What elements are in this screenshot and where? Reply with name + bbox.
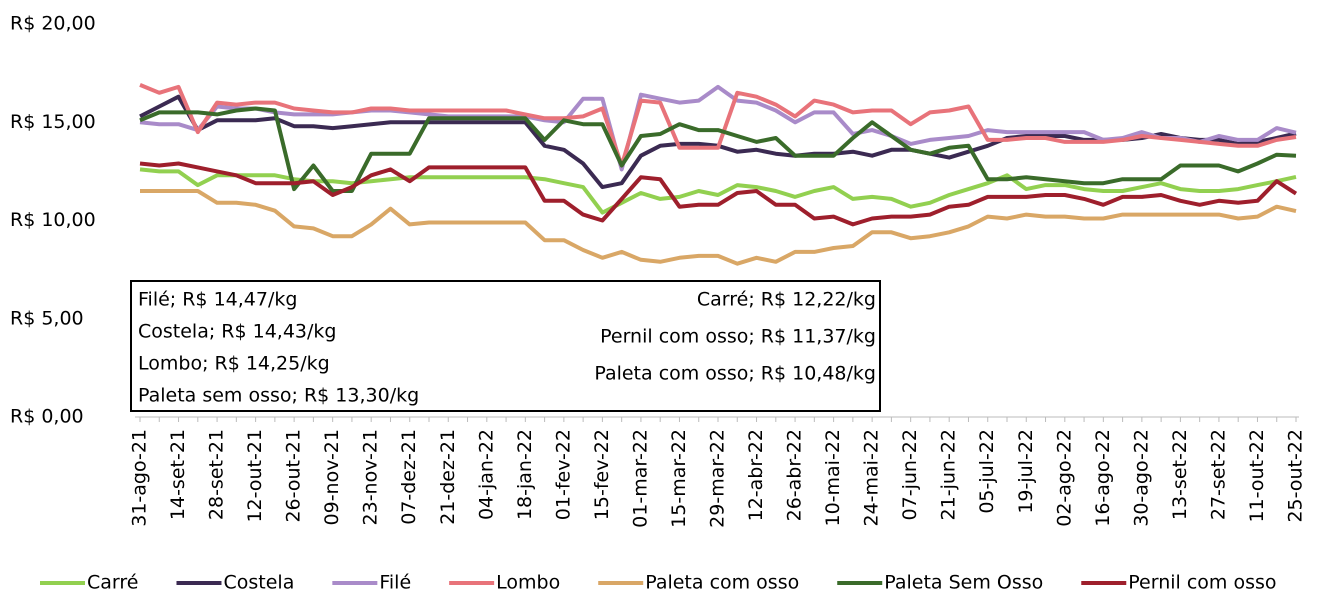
x-tick-label: 13-set-22 (1169, 429, 1191, 520)
x-tick-label: 26-out-21 (283, 429, 305, 523)
legend-label: Lombo (496, 572, 560, 594)
legend-label: Filé (379, 572, 411, 594)
series-line (139, 167, 1297, 215)
x-tick-label: 01-mar-22 (629, 429, 651, 528)
x-tick-label: 24-mai-22 (861, 429, 883, 527)
y-tick-label: R$ 10,00 (10, 209, 96, 231)
x-tick-label: 28-set-21 (206, 429, 228, 520)
x-tick-label: 01-fev-22 (552, 429, 574, 520)
x-tick-label: 16-ago-22 (1092, 429, 1114, 527)
x-tick-label: 19-jul-22 (1015, 429, 1037, 514)
legend-label: Paleta Sem Osso (884, 572, 1043, 594)
x-tick-label: 07-dez-21 (398, 429, 420, 525)
legend-label: Paleta com osso (645, 572, 799, 594)
legend-label: Carré (87, 572, 138, 594)
legend-label: Pernil com osso (1128, 572, 1276, 594)
x-tick-label: 15-mar-22 (668, 429, 690, 528)
x-tick-label: 26-abr-22 (784, 429, 806, 521)
annotation-text: Carré; R$ 12,22/kg (697, 289, 876, 311)
x-tick-label: 18-jan-22 (514, 429, 536, 520)
x-tick-label: 04-jan-22 (475, 429, 497, 520)
series-line (139, 106, 1297, 193)
x-tick-label: 31-ago-21 (129, 429, 151, 527)
y-tick-label: R$ 20,00 (10, 13, 96, 35)
x-tick-label: 27-set-22 (1207, 429, 1229, 520)
series-line (139, 161, 1298, 227)
x-tick-label: 02-ago-22 (1053, 429, 1075, 527)
annotation-box (130, 280, 881, 412)
annotation-text: Costela; R$ 14,43/kg (138, 321, 336, 343)
x-tick-label: 12-out-21 (244, 429, 266, 523)
x-tick-label: 10-mai-22 (822, 429, 844, 527)
annotation-text: Pernil com osso; R$ 11,37/kg (600, 326, 876, 348)
y-tick-label: R$ 0,00 (10, 406, 84, 428)
x-tick-label: 12-abr-22 (745, 429, 767, 521)
annotation-text: Paleta com osso; R$ 10,48/kg (594, 363, 876, 385)
x-tick-label: 15-fev-22 (591, 429, 613, 520)
x-tick-label: 21-jun-22 (938, 429, 960, 520)
x-tick-label: 14-set-21 (167, 429, 189, 520)
x-tick-label: 29-mar-22 (707, 429, 729, 528)
x-tick-label: 21-dez-21 (437, 429, 459, 525)
x-tick-label: 07-jun-22 (899, 429, 921, 520)
series-line (139, 83, 1297, 168)
x-tick-label: 23-nov-21 (360, 429, 382, 525)
y-tick-label: R$ 5,00 (10, 307, 84, 329)
x-tick-label: 05-jul-22 (976, 429, 998, 514)
annotation-text: Lombo; R$ 14,25/kg (138, 353, 330, 375)
annotation-text: Filé; R$ 14,47/kg (138, 289, 297, 311)
series-line (140, 189, 1297, 266)
legend-label: Costela (223, 572, 294, 594)
x-tick-label: 09-nov-21 (321, 429, 343, 525)
annotation-text: Paleta sem osso; R$ 13,30/kg (138, 385, 419, 407)
y-tick-label: R$ 15,00 (10, 111, 96, 133)
x-tick-label: 30-ago-22 (1130, 429, 1152, 527)
x-tick-label: 25-out-22 (1285, 429, 1307, 523)
x-tick-label: 11-out-22 (1246, 429, 1268, 523)
